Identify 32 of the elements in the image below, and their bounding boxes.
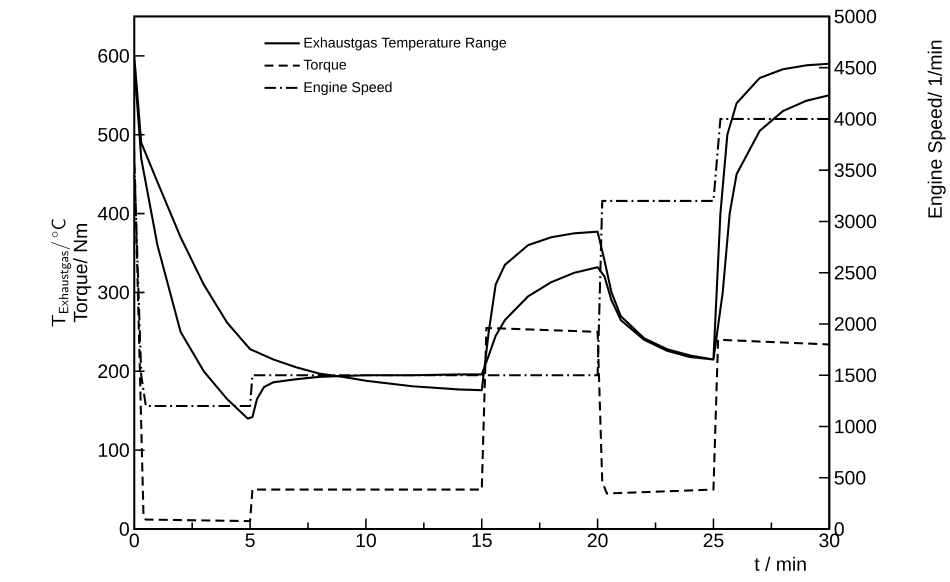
x-tick-label: 15 <box>472 533 492 547</box>
x-tick-label: 25 <box>704 533 724 548</box>
y-tick-label: 100 <box>98 443 129 457</box>
text: Torque/ Nm <box>73 224 92 322</box>
y2-tick-label: 2000 <box>834 317 876 331</box>
x-tick-label: 20 <box>588 533 608 548</box>
y2-tick-label: 1500 <box>835 368 876 382</box>
y2-tick-label: 4500 <box>834 60 876 74</box>
y2-tick-label: 1000 <box>835 420 876 434</box>
x-tick-label: 10 <box>356 533 376 548</box>
y2-tick-label: 4000 <box>834 112 876 126</box>
x-axis-title: t / min <box>754 556 806 571</box>
x-tick-label: 5 <box>245 533 255 547</box>
y-tick-label: 600 <box>98 48 129 63</box>
y-tick-label: 500 <box>98 128 129 142</box>
y2-tick-label: 0 <box>834 522 844 536</box>
y2-tick-label: 3500 <box>834 163 876 177</box>
y2-tick-label: 500 <box>834 470 866 484</box>
y-tick-label: 200 <box>98 364 129 378</box>
y2-tick-label: 5000 <box>834 9 876 24</box>
y2-tick-label: 2500 <box>834 266 876 280</box>
y-tick-label: 0 <box>120 522 129 536</box>
y2-axis-title: Engine Speed/ 1/min <box>928 40 946 218</box>
x-tick-label: 0 <box>130 533 139 548</box>
legend-label: Torque <box>304 60 346 72</box>
x-tick-label: 30 <box>819 533 840 548</box>
legend-label: Engine Speed <box>304 82 392 95</box>
y2-tick-label: 3000 <box>834 214 876 228</box>
y-tick-label: 300 <box>98 285 129 300</box>
y-axis-title: $\mathsf{T}_{\mathsf{Exhaustgas}}/\,{}^{\circ}\mathsf{C}$ <box>51 219 72 326</box>
legend-label: Exhaustgas Temperature Range <box>304 37 506 50</box>
y-tick-label: 400 <box>98 206 129 220</box>
